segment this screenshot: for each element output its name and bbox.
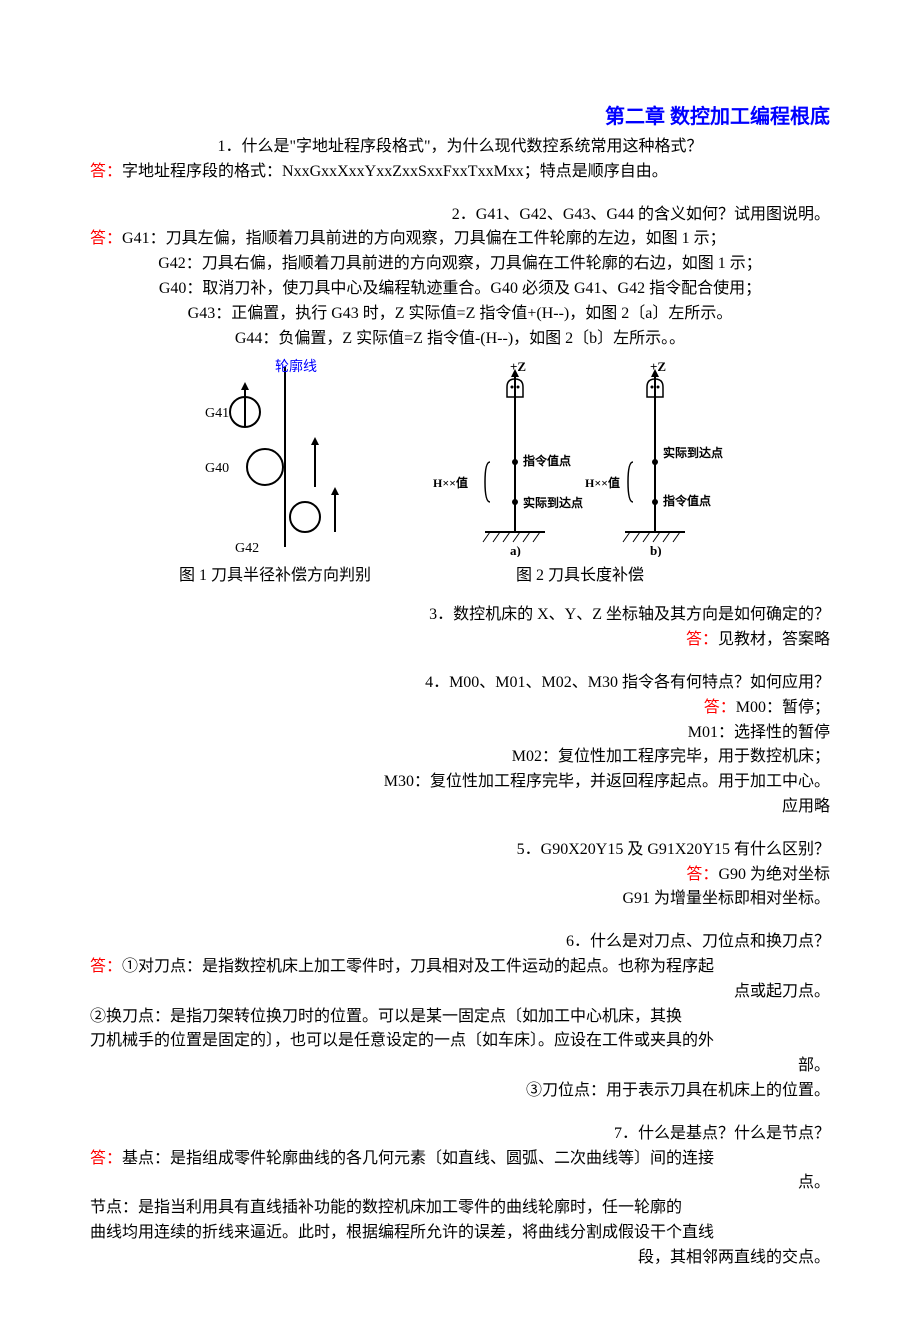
q1-answer-text: 字地址程序段的格式：NxxGxxXxxYxxZxxSxxFxxTxxMxx；特点… (122, 163, 668, 180)
fig1-g40: G40 (205, 461, 229, 476)
fig2-caption: 图 2 刀具长度补偿 (415, 561, 745, 585)
fig2b-z: +Z (650, 359, 666, 374)
figure-2: +Z H××值 指令值点 实际到达点 (415, 357, 745, 585)
q3-answer-text: 见教材，答案略 (718, 631, 830, 648)
q4-l5: 应用略 (90, 795, 830, 820)
q2-l0: G41：刀具左偏，指顺着刀具前进的方向观察，刀具偏在工件轮廓的左边，如图 1 示… (122, 230, 726, 247)
answer-label: 答： (686, 631, 718, 648)
fig2-svg: +Z H××值 指令值点 实际到达点 (415, 357, 745, 557)
q7-l2b: 曲线均用连续的折线来逼近。此时，根据编程所允许的误差，将曲线分割成假设干个直线 (90, 1221, 830, 1246)
fig1-svg: 轮廓线 G41 G40 G42 (175, 357, 375, 557)
q7-l1b: 点。 (90, 1171, 830, 1196)
fig1-g42: G42 (235, 541, 259, 556)
answer-label: 答： (90, 163, 122, 180)
q7-l2c: 段，其相邻两直线的交点。 (90, 1246, 830, 1271)
q6-l2c: 部。 (90, 1054, 830, 1079)
answer-label: 答： (90, 958, 122, 975)
q4-l3: M02：复位性加工程序完毕，用于数控机床； (90, 745, 830, 770)
q2-question: 2．G41、G42、G43、G44 的含义如何？试用图说明。 (90, 203, 830, 228)
fig2a-arr: 实际到达点 (523, 495, 583, 510)
q4-question: 4．M00、M01、M02、M30 指令各有何特点？如何应用？ (90, 671, 830, 696)
fig2b-h: H××值 (585, 475, 620, 490)
q2-l4: G44：负偏置，Z 实际值=Z 指令值-(H--)，如图 2〔b〕左所示。。 (90, 327, 830, 352)
document-page: 第二章 数控加工编程根底 1．什么是"字地址程序段格式"，为什么现代数控系统常用… (0, 0, 920, 1331)
answer-label: 答： (704, 699, 736, 716)
fig2a-label: a) (510, 543, 521, 557)
answer-label: 答： (686, 866, 718, 883)
q5-l1: 答：G90 为绝对坐标 (90, 863, 830, 888)
fig1-caption: 图 1 刀具半径补偿方向判别 (175, 561, 375, 585)
q6-l2b: 刀机械手的位置是固定的〕，也可以是任意设定的一点〔如车床〕。应设在工件或夹具的外 (90, 1029, 830, 1054)
answer-label: 答： (90, 1150, 122, 1167)
q1-answer: 答：字地址程序段的格式：NxxGxxXxxYxxZxxSxxFxxTxxMxx；… (90, 160, 830, 185)
q6-l3: ③刀位点：用于表示刀具在机床上的位置。 (90, 1079, 830, 1104)
q4-l4: M30：复位性加工程序完毕，并返回程序起点。用于加工中心。 (90, 770, 830, 795)
fig2a-h: H××值 (433, 475, 468, 490)
q1-question: 1．什么是"字地址程序段格式"，为什么现代数控系统常用这种格式？ (90, 135, 830, 160)
q2-l1: G42：刀具右偏，指顺着刀具前进的方向观察，刀具偏在工件轮廓的右边，如图 1 示… (90, 252, 830, 277)
q5-l1-text: G90 为绝对坐标 (718, 866, 830, 883)
q6-l2a: ②换刀点：是指刀架转位换刀时的位置。可以是某一固定点〔如加工中心机床，其换 (90, 1005, 830, 1030)
q6-l1a: 答：①对刀点：是指数控机床上加工零件时，刀具相对及工件运动的起点。也称为程序起 (90, 955, 830, 980)
q3-answer: 答：见教材，答案略 (90, 628, 830, 653)
q2-l3: G43：正偏置，执行 G43 时，Z 实际值=Z 指令值+(H--)，如图 2〔… (90, 302, 830, 327)
q7-question: 7．什么是基点？什么是节点？ (90, 1122, 830, 1147)
q7-l1a: 答：基点：是指组成零件轮廓曲线的各几何元素〔如直线、圆弧、二次曲线等〕间的连接 (90, 1147, 830, 1172)
fig1-g41: G41 (205, 406, 229, 421)
q4-l1-text: M00：暂停； (736, 699, 830, 716)
q2-l2: G40：取消刀补，使刀具中心及编程轨迹重合。G40 必须及 G41、G42 指令… (90, 277, 830, 302)
fig1-contour-label: 轮廓线 (275, 358, 317, 375)
answer-label: 答： (90, 230, 122, 247)
figures-row: 轮廓线 G41 G40 G42 图 1 刀具半径补偿方向判别 (90, 357, 830, 585)
fig2b-label: b) (650, 543, 662, 557)
q2-line0: 答：G41：刀具左偏，指顺着刀具前进的方向观察，刀具偏在工件轮廓的左边，如图 1… (90, 227, 830, 252)
q3-question: 3．数控机床的 X、Y、Z 坐标轴及其方向是如何确定的？ (90, 603, 830, 628)
q6-l1a-text: ①对刀点：是指数控机床上加工零件时，刀具相对及工件运动的起点。也称为程序起 (122, 958, 714, 975)
fig2b-cmd: 指令值点 (663, 493, 711, 508)
chapter-title: 第二章 数控加工编程根底 (90, 100, 830, 129)
q4-l1: 答：M00：暂停； (90, 696, 830, 721)
fig2b-arr: 实际到达点 (663, 445, 723, 460)
figure-1: 轮廓线 G41 G40 G42 图 1 刀具半径补偿方向判别 (175, 357, 375, 585)
fig2a-cmd: 指令值点 (523, 453, 571, 468)
q7-l2a: 节点：是指当利用具有直线插补功能的数控机床加工零件的曲线轮廓时，任一轮廓的 (90, 1196, 830, 1221)
q4-l2: M01：选择性的暂停 (90, 721, 830, 746)
q6-l1b: 点或起刀点。 (90, 980, 830, 1005)
q6-question: 6．什么是对刀点、刀位点和换刀点？ (90, 930, 830, 955)
q7-l1a-text: 基点：是指组成零件轮廓曲线的各几何元素〔如直线、圆弧、二次曲线等〕间的连接 (122, 1150, 714, 1167)
q5-question: 5．G90X20Y15 及 G91X20Y15 有什么区别？ (90, 838, 830, 863)
fig2a-z: +Z (510, 359, 526, 374)
q5-l2: G91 为增量坐标即相对坐标。 (90, 887, 830, 912)
